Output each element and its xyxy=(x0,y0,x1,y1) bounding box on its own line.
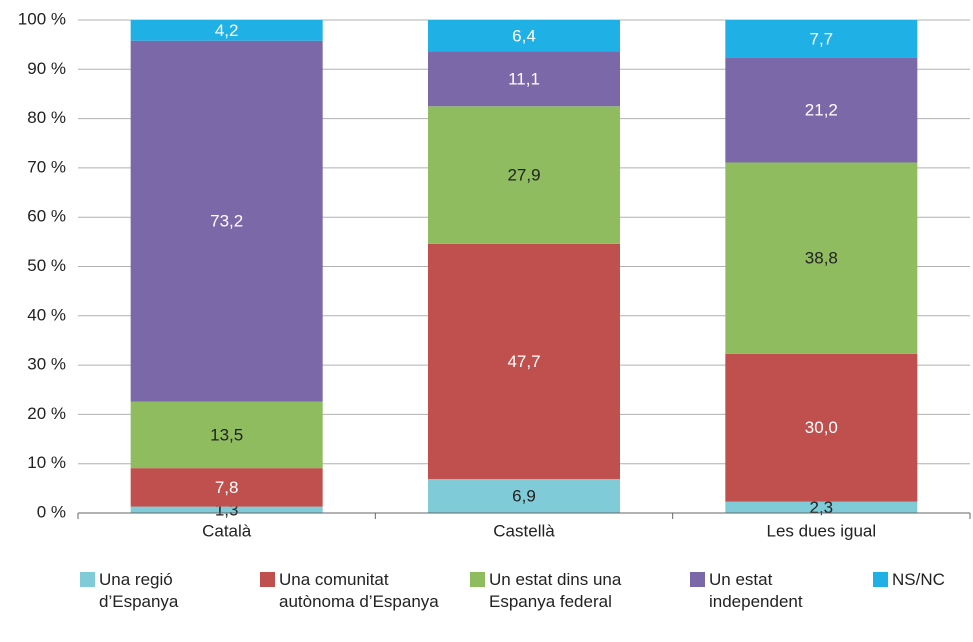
bar-segment xyxy=(428,478,620,513)
y-tick-label: 40 % xyxy=(27,305,66,324)
y-tick-label: 0 % xyxy=(37,502,66,521)
x-tick-label: Les dues igual xyxy=(767,521,877,540)
legend-item: Una comunitat autònoma d’Espanya xyxy=(260,569,439,613)
y-tick-label: 70 % xyxy=(27,157,66,176)
legend-item: NS/NC xyxy=(873,569,972,591)
legend-item: Un estat independent xyxy=(690,569,839,613)
y-tick-label: 10 % xyxy=(27,453,66,472)
bar-segment xyxy=(130,20,323,41)
bar-segment xyxy=(725,353,918,502)
bar-segment xyxy=(130,401,323,469)
data-label: 6,9 xyxy=(512,486,536,505)
legend-label: NS/NC xyxy=(892,570,945,589)
legend-item: Una regió d’Espanya xyxy=(80,569,219,613)
bar-segment xyxy=(725,20,918,58)
y-tick-label: 100 % xyxy=(18,9,66,28)
data-label: 13,5 xyxy=(210,425,243,444)
data-label: 21,2 xyxy=(805,101,838,120)
legend-swatch xyxy=(873,572,888,587)
legend-item: Un estat dins una Espanya federal xyxy=(470,569,629,613)
bar-segment xyxy=(428,20,620,52)
data-label: 7,7 xyxy=(810,29,834,48)
bar-segment xyxy=(130,468,323,507)
legend-label: Una comunitat autònoma d’Espanya xyxy=(279,570,439,611)
bar-segment xyxy=(725,501,918,513)
x-tick-label: Castellà xyxy=(493,521,555,540)
y-tick-label: 50 % xyxy=(27,256,66,275)
legend-label: Una regió d’Espanya xyxy=(99,570,179,611)
legend-label: Un estat independent xyxy=(709,570,803,611)
bar-segment xyxy=(428,51,620,107)
data-label: 6,4 xyxy=(512,26,536,45)
bar-segment xyxy=(725,162,918,354)
data-label: 4,2 xyxy=(215,21,239,40)
bar-segment xyxy=(130,40,323,402)
chart: 0 % 10 % 20 % 30 % 40 % 50 % 60 % 70 % 80 % 90 % 1… xyxy=(18,9,971,540)
y-tick-label: 20 % xyxy=(27,404,66,423)
bar-segment xyxy=(725,57,918,163)
bar-segment xyxy=(428,106,620,244)
data-label: 38,8 xyxy=(805,249,838,268)
y-tick-label: 60 % xyxy=(27,207,66,226)
data-label: 27,9 xyxy=(507,166,540,185)
legend-swatch xyxy=(80,572,95,587)
y-tick-label: 80 % xyxy=(27,108,66,127)
y-tick-label: 30 % xyxy=(27,355,66,374)
data-label: 11,1 xyxy=(508,69,540,88)
data-label: 30,0 xyxy=(805,418,838,437)
bar-segment xyxy=(130,506,323,513)
data-label: 7,8 xyxy=(215,478,239,497)
y-tick-label: 90 % xyxy=(27,59,66,78)
legend-swatch xyxy=(470,572,485,587)
data-label: 2,3 xyxy=(810,498,834,517)
data-label: 47,7 xyxy=(507,352,540,371)
data-label: 73,2 xyxy=(210,212,243,231)
legend-swatch xyxy=(260,572,275,587)
bar-segment xyxy=(428,243,620,479)
legend-label: Un estat dins una Espanya federal xyxy=(489,570,622,611)
x-tick-label: Català xyxy=(202,521,252,540)
legend-swatch xyxy=(690,572,705,587)
